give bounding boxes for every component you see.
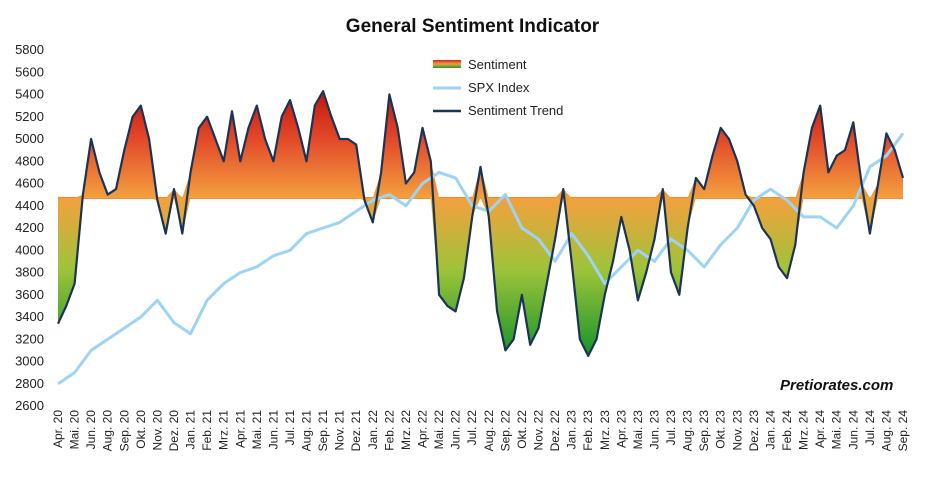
x-tick-label: Sep. 22 (498, 410, 512, 452)
x-tick-label: Okt. 22 (515, 410, 529, 449)
y-tick-label: 3000 (15, 354, 44, 369)
x-tick-label: Jan. 24 (763, 410, 777, 450)
y-tick-label: 3400 (15, 309, 44, 324)
x-tick-label: Jul. 22 (465, 410, 479, 446)
x-tick-label: Dez. 20 (167, 410, 181, 452)
x-tick-label: Apr. 21 (233, 410, 247, 448)
x-tick-label: Jul. 24 (863, 410, 877, 446)
y-tick-label: 4800 (15, 153, 44, 168)
chart-title: General Sentiment Indicator (345, 16, 600, 37)
y-tick-label: 4400 (15, 198, 44, 213)
y-tick-label: 5200 (15, 109, 44, 124)
y-tick-label: 2800 (15, 376, 44, 391)
x-axis: Apr. 20 Mai. 20 Jun. 20 Aug. 20 Sep. 20 Okt. … (51, 410, 910, 452)
x-tick-label: Apr. 20 (51, 410, 65, 448)
y-tick-label: 2600 (15, 398, 44, 413)
x-tick-label: Jan. 22 (366, 410, 380, 450)
legend: Sentiment SPX Index Sentiment Trend (433, 57, 563, 118)
x-tick-label: Apr. 22 (416, 410, 430, 448)
x-tick-label: Jun. 20 (84, 410, 98, 450)
x-tick-label: Aug. 21 (300, 410, 314, 452)
sentiment-trend-path (57, 90, 905, 357)
x-tick-label: Sep. 24 (896, 410, 910, 452)
sentiment-trend-line (57, 90, 905, 357)
y-axis: 2600 2800 3000 3200 3400 3600 3800 4000 4200 4400… (15, 42, 44, 413)
x-tick-label: Okt. 23 (714, 410, 728, 449)
x-tick-label: Feb. 21 (200, 410, 214, 451)
watermark: Pretiorates.com (780, 377, 893, 394)
x-tick-label: Feb. 24 (780, 410, 794, 451)
x-tick-label: Jul. 23 (664, 410, 678, 446)
x-tick-label: Nov. 21 (333, 410, 347, 451)
x-tick-label: Sep. 23 (697, 410, 711, 452)
x-tick-label: Mai. 24 (830, 410, 844, 450)
x-tick-label: Sep. 21 (316, 410, 330, 452)
y-tick-label: 5400 (15, 87, 44, 102)
x-tick-label: Mai. 22 (432, 410, 446, 450)
x-tick-label: Jul. 21 (283, 410, 297, 446)
sentiment-area (58, 91, 903, 356)
x-tick-label: Okt. 20 (134, 410, 148, 449)
x-tick-label: Aug. 24 (879, 410, 893, 452)
legend-label-sentiment: Sentiment (468, 57, 527, 72)
legend-label-trend: Sentiment Trend (468, 103, 563, 118)
x-tick-label: Feb. 22 (382, 410, 396, 451)
x-tick-label: Jan. 21 (184, 410, 198, 450)
x-tick-label: Sep. 20 (117, 410, 131, 452)
sentiment-area-positive (58, 91, 903, 198)
x-tick-label: Aug. 22 (482, 410, 496, 452)
x-tick-label: Feb. 23 (581, 410, 595, 451)
x-tick-label: Mrz. 22 (399, 410, 413, 450)
x-tick-label: Jun. 21 (266, 410, 280, 450)
y-tick-label: 3200 (15, 331, 44, 346)
legend-label-spx: SPX Index (468, 80, 530, 95)
x-tick-label: Mrz. 23 (598, 410, 612, 450)
x-tick-label: Mai. 21 (250, 410, 264, 450)
y-tick-label: 3600 (15, 287, 44, 302)
y-tick-label: 5600 (15, 64, 44, 79)
x-tick-label: Aug. 23 (681, 410, 695, 452)
x-tick-label: Dez. 21 (349, 410, 363, 452)
x-tick-label: Dez. 22 (548, 410, 562, 452)
x-tick-label: Dez. 23 (747, 410, 761, 452)
x-tick-label: Jun. 24 (846, 410, 860, 450)
x-tick-label: Jan. 23 (565, 410, 579, 450)
y-tick-label: 4000 (15, 242, 44, 257)
x-tick-label: Mrz. 21 (217, 410, 231, 450)
y-tick-label: 5800 (15, 42, 44, 57)
y-tick-label: 4600 (15, 176, 44, 191)
x-tick-label: Mai. 20 (68, 410, 82, 450)
x-tick-label: Apr. 23 (614, 410, 628, 448)
x-tick-label: Nov. 20 (150, 410, 164, 451)
x-tick-label: Nov. 23 (730, 410, 744, 451)
y-tick-label: 4200 (15, 220, 44, 235)
x-tick-label: Jun. 22 (449, 410, 463, 450)
legend-swatch-sentiment (433, 60, 461, 68)
x-tick-label: Apr. 24 (813, 410, 827, 448)
y-tick-label: 3800 (15, 265, 44, 280)
y-tick-label: 5000 (15, 131, 44, 146)
x-tick-label: Jun. 23 (647, 410, 661, 450)
x-tick-label: Mai. 23 (631, 410, 645, 450)
x-tick-label: Mrz. 24 (797, 410, 811, 450)
x-tick-label: Aug. 20 (101, 410, 115, 452)
x-tick-label: Nov. 22 (531, 410, 545, 451)
